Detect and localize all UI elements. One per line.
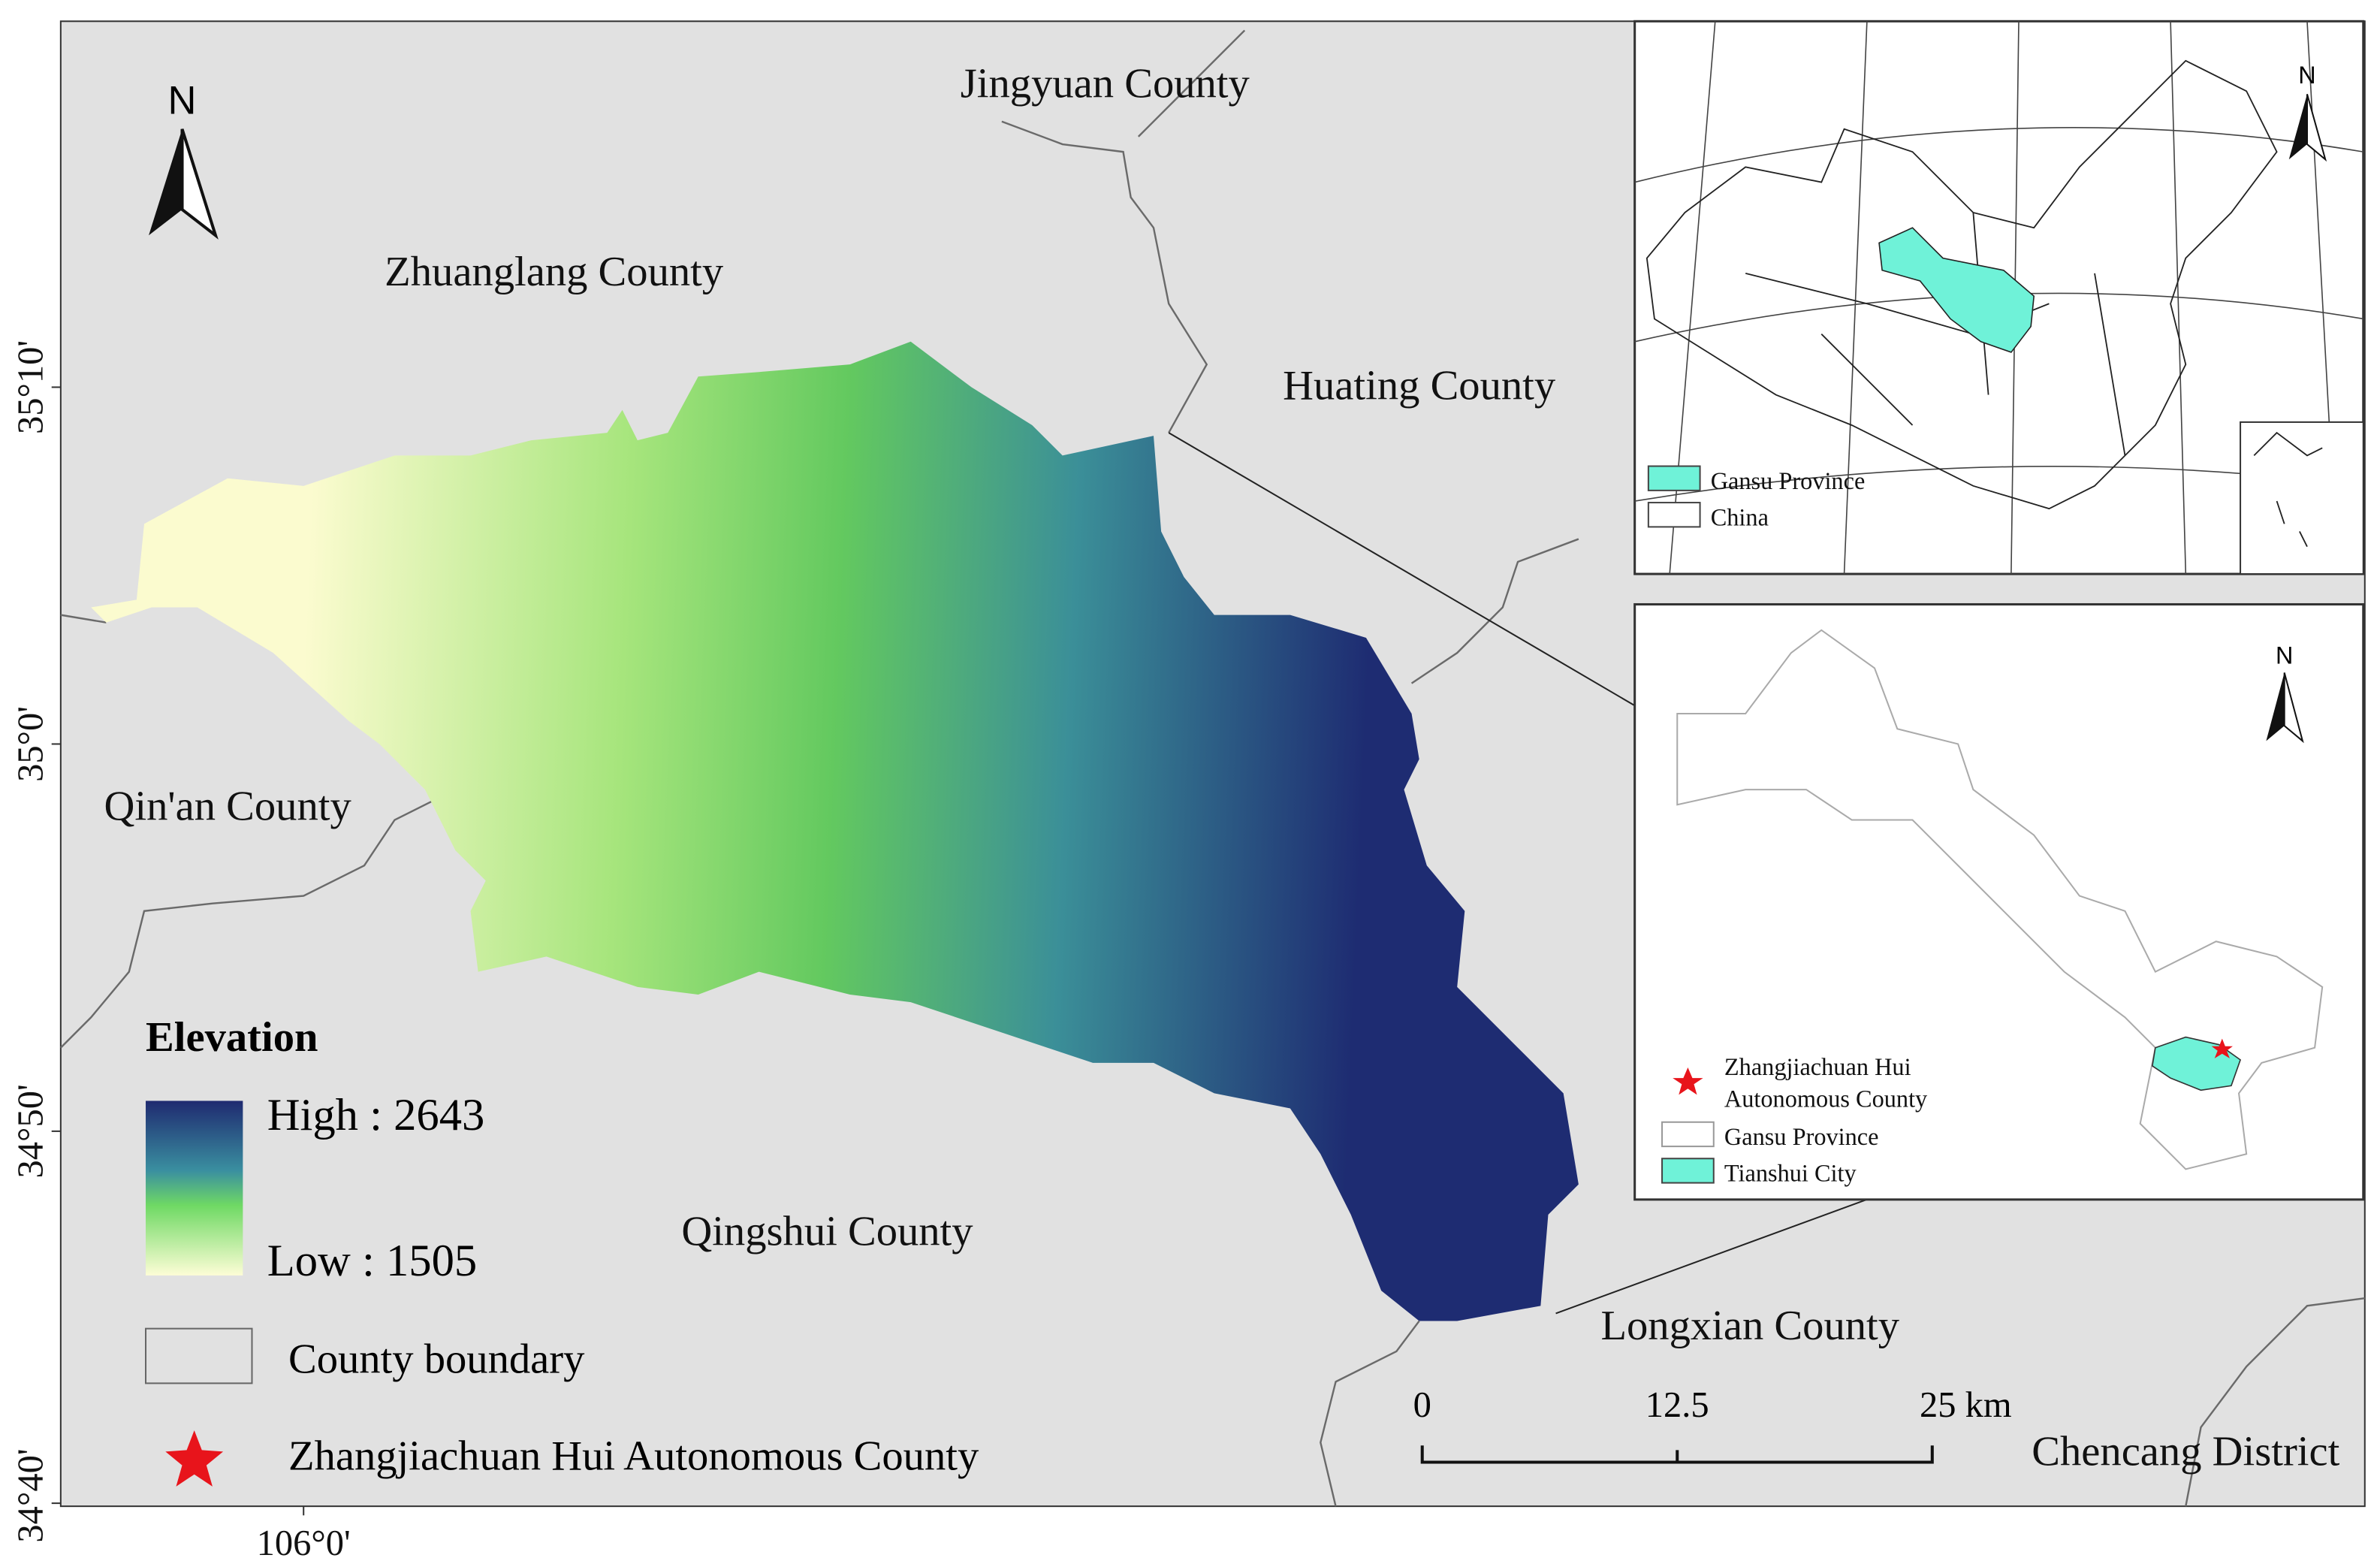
legend-ramp (146, 1101, 243, 1276)
legend-low: Low : 1505 (267, 1236, 478, 1286)
china-inset: N Gansu Province China (1633, 20, 2365, 575)
inset-legend-label: Autonomous County (1724, 1085, 1928, 1113)
place-label: Zhuanglang County (385, 249, 724, 295)
longitude-label: 106°0' (257, 1523, 351, 1563)
north-arrow: N (149, 79, 219, 240)
gansu-inset: N Zhangjiachuan Hui Autonomous County Ga… (1633, 602, 2365, 1201)
legend-boundary: County boundary (288, 1336, 585, 1382)
place-label: Huating County (1283, 363, 1556, 409)
elevation-area (91, 341, 1579, 1321)
inset-legend-label: Gansu Province (1724, 1123, 1879, 1150)
latitude-label: 34°40' (11, 1448, 51, 1542)
scale-label: 0 (1413, 1385, 1431, 1425)
legend-boundary-swatch (145, 1327, 253, 1384)
place-label: Jingyuan County (961, 60, 1250, 107)
north-label: N (2298, 62, 2315, 89)
latitude-label: 34°50' (11, 1084, 51, 1178)
county-boundaries (59, 29, 2365, 1507)
legend-star (165, 1430, 224, 1487)
inset-legend-label: Gansu Province (1711, 467, 1866, 494)
inset-legend-label: Zhangjiachuan Hui (1724, 1053, 1911, 1080)
north-label: N (168, 79, 197, 123)
scale-bar: 0 12.5 25 km (1413, 1385, 2012, 1464)
legend: Elevation High : 2643 Low : 1505 County … (145, 1014, 979, 1487)
inset-legend-label: Tianshui City (1724, 1160, 1857, 1187)
place-label: Longxian County (1600, 1303, 1899, 1349)
place-label: Qingshui County (681, 1208, 973, 1255)
legend-title: Elevation (146, 1014, 318, 1061)
scale-label: 12.5 (1645, 1385, 1709, 1425)
legend-star-label: Zhangjiachuan Hui Autonomous County (288, 1433, 979, 1480)
legend-high: High : 2643 (267, 1090, 485, 1140)
inset-legend-label: China (1711, 503, 1769, 530)
north-label: N (2276, 642, 2293, 669)
place-label: Chencang District (2032, 1429, 2339, 1475)
latitude-label: 35°10' (11, 340, 51, 434)
latitude-label: 35°0' (11, 706, 51, 782)
place-label: Qin'an County (104, 784, 352, 830)
scale-label: 25 km (1920, 1385, 2012, 1425)
coordinates: 35°10' 35°0' 34°50' 34°40' 106°0' (11, 340, 351, 1563)
